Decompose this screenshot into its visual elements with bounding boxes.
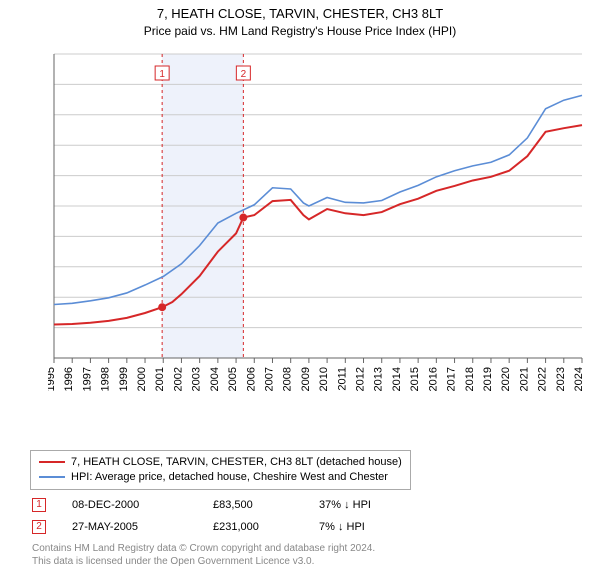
- svg-text:2002: 2002: [172, 367, 184, 391]
- legend-item-property: 7, HEATH CLOSE, TARVIN, CHESTER, CH3 8LT…: [39, 455, 402, 470]
- svg-text:2007: 2007: [263, 367, 275, 391]
- transaction-row-1: 1 08-DEC-2000 £83,500 37% ↓ HPI: [30, 498, 575, 512]
- chart-subtitle: Price paid vs. HM Land Registry's House …: [0, 24, 600, 40]
- svg-text:1999: 1999: [118, 367, 130, 391]
- svg-text:2014: 2014: [391, 367, 403, 391]
- svg-text:2005: 2005: [227, 367, 239, 391]
- svg-text:1995: 1995: [48, 367, 57, 391]
- svg-text:1997: 1997: [81, 367, 93, 391]
- legend-label-hpi: HPI: Average price, detached house, Ches…: [71, 470, 388, 485]
- svg-text:2020: 2020: [500, 367, 512, 391]
- svg-text:2023: 2023: [555, 367, 567, 391]
- attribution-line1: Contains HM Land Registry data © Crown c…: [32, 542, 575, 555]
- svg-text:2021: 2021: [518, 367, 530, 391]
- legend-swatch-hpi: [39, 476, 65, 478]
- legend-item-hpi: HPI: Average price, detached house, Ches…: [39, 470, 402, 485]
- svg-text:2015: 2015: [409, 367, 421, 391]
- svg-text:2009: 2009: [300, 367, 312, 391]
- svg-text:2010: 2010: [318, 367, 330, 391]
- svg-text:2022: 2022: [537, 367, 549, 391]
- chart-title: 7, HEATH CLOSE, TARVIN, CHESTER, CH3 8LT: [0, 6, 600, 23]
- transaction-marker-icon: 2: [32, 520, 46, 534]
- svg-text:1996: 1996: [63, 367, 75, 391]
- transaction-delta: 7% ↓ HPI: [319, 521, 419, 533]
- svg-text:2008: 2008: [282, 367, 294, 391]
- svg-text:2003: 2003: [191, 367, 203, 391]
- transaction-marker-icon: 1: [32, 498, 46, 512]
- svg-text:2016: 2016: [427, 367, 439, 391]
- attribution: Contains HM Land Registry data © Crown c…: [30, 542, 575, 568]
- line-chart: £0£50K£100K£150K£200K£250K£300K£350K£400…: [48, 48, 588, 408]
- svg-text:2011: 2011: [336, 367, 348, 391]
- svg-text:2024: 2024: [573, 367, 585, 391]
- transaction-price: £231,000: [213, 521, 293, 533]
- legend-label-property: 7, HEATH CLOSE, TARVIN, CHESTER, CH3 8LT…: [71, 455, 402, 470]
- chart-header: 7, HEATH CLOSE, TARVIN, CHESTER, CH3 8LT…: [0, 0, 600, 39]
- chart-footer: 7, HEATH CLOSE, TARVIN, CHESTER, CH3 8LT…: [30, 450, 575, 568]
- transaction-date: 27-MAY-2005: [72, 521, 187, 533]
- svg-text:2019: 2019: [482, 367, 494, 391]
- transaction-price: £83,500: [213, 499, 293, 511]
- svg-text:2012: 2012: [355, 367, 367, 391]
- transaction-delta: 37% ↓ HPI: [319, 499, 419, 511]
- transaction-date: 08-DEC-2000: [72, 499, 187, 511]
- svg-text:2006: 2006: [245, 367, 257, 391]
- transaction-row-2: 2 27-MAY-2005 £231,000 7% ↓ HPI: [30, 520, 575, 534]
- svg-text:2004: 2004: [209, 367, 221, 391]
- svg-text:1: 1: [159, 69, 165, 80]
- svg-text:2017: 2017: [446, 367, 458, 391]
- attribution-line2: This data is licensed under the Open Gov…: [32, 555, 575, 568]
- svg-text:2: 2: [241, 69, 247, 80]
- svg-text:2013: 2013: [373, 367, 385, 391]
- svg-text:2001: 2001: [154, 367, 166, 391]
- legend-swatch-property: [39, 461, 65, 463]
- svg-text:2000: 2000: [136, 367, 148, 391]
- svg-text:1998: 1998: [100, 367, 112, 391]
- svg-text:2018: 2018: [464, 367, 476, 391]
- legend-box: 7, HEATH CLOSE, TARVIN, CHESTER, CH3 8LT…: [30, 450, 411, 490]
